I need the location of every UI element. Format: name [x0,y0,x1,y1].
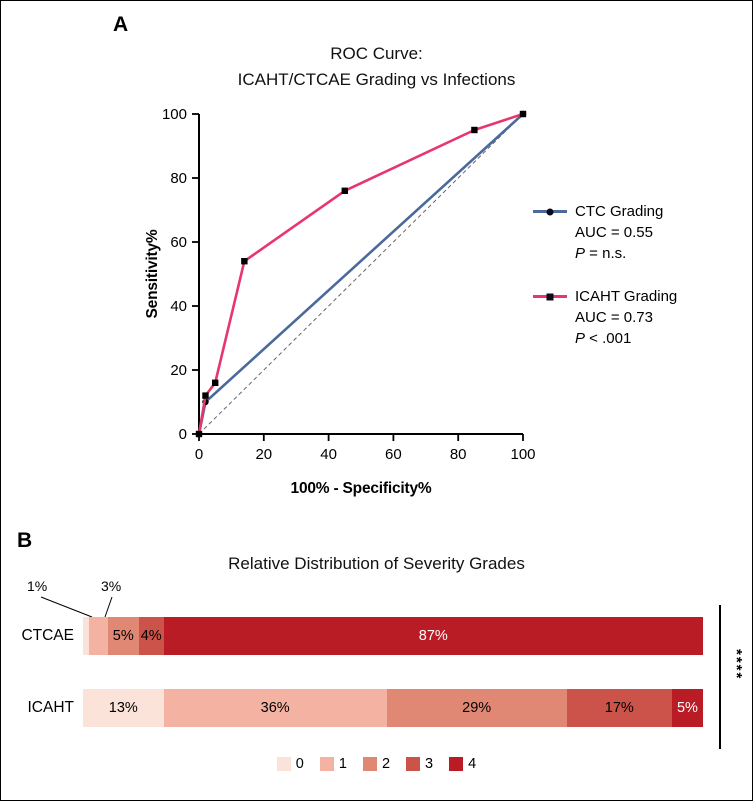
stacked-bars: CTCAE 5% 4% 87% ICAHT 13% 36% 29% 17% 5% [1,617,752,761]
square-marker-icon [471,126,478,134]
ctc-auc-value: AUC = 0.55 [575,224,653,241]
x-tick-label: 80 [450,446,467,463]
grade-legend-item-2: 2 [362,756,391,772]
x-tick-label: 100 [510,446,535,463]
icaht-auc-value: AUC = 0.73 [575,309,653,326]
ctc-p-rest: = n.s. [585,245,627,262]
y-tick-label: 100 [162,106,187,123]
bar-segment-grade-1 [89,617,108,655]
grade-legend-label: 1 [338,756,347,772]
x-tick-label: 60 [385,446,402,463]
bar-row-ctcae: CTCAE 5% 4% 87% [1,617,752,655]
ctcae-grade1-outside-label: 3% [101,578,122,594]
roc-chart-title: ROC Curve: ICAHT/CTCAE Grading vs Infect… [1,41,752,92]
bar-segment-grade-4: 5% [671,689,703,727]
bar-chart-title: Relative Distribution of Severity Grades [228,554,525,573]
grade-legend-item-3: 3 [406,756,433,772]
roc-legend: CTC Grading AUC = 0.55 P = n.s. ICAHT Gr… [533,201,677,371]
bar-segment-grade-4: 87% [163,617,703,655]
icaht-line-sample [533,293,567,300]
ctcae-grade0-outside-label: 1% [27,578,48,594]
square-marker-icon [241,258,248,265]
grade-3-swatch-icon [406,757,421,771]
grade-legend-item-1: 1 [319,756,347,772]
grade-legend-label: 3 [425,756,434,772]
grade-legend-label: 2 [381,756,391,772]
bar-segment-grade-0 [83,617,90,655]
leader-lines [40,596,113,618]
grade-legend: 0 1 2 3 4 [1,756,752,772]
bar-segment-grade-2: 29% [386,689,567,727]
grade-legend-item-0: 0 [276,756,304,772]
grade-legend-label: 4 [468,756,477,772]
ctc-series-name: CTC Grading [575,203,664,220]
roc-title-line2: ICAHT/CTCAE Grading vs Infections [237,69,516,89]
icaht-series-name: ICAHT Grading [575,288,678,305]
x-tick-label: 0 [195,446,203,463]
y-tick-label: 80 [170,170,187,187]
y-axis-label: Sensitivity% [144,229,161,318]
bar-track: 13% 36% 29% 17% 5% [83,689,703,727]
roc-plot: 0 20 40 60 80 100 0 20 40 60 80 100 Sensitivity% 10… [144,106,536,497]
x-axis-label: 100% - Specificity% [291,480,432,497]
square-marker-icon [212,379,219,386]
significance-stars: **** [728,649,745,681]
panel-a-label: A [113,13,129,36]
grade-legend-item-4: 4 [449,756,476,772]
leader-line-3pct [104,596,113,618]
ctc-p-value: P = n.s. [575,243,677,264]
square-marker-icon [519,110,527,118]
grade-4-swatch-icon [449,757,464,771]
bar-segment-grade-0: 13% [83,689,164,727]
icaht-square-marker-icon [546,293,554,300]
ctc-circle-marker-icon [546,208,554,215]
bar-track: 5% 4% 87% [83,617,703,655]
significance-line [719,605,721,749]
bar-segment-grade-1: 36% [163,689,387,727]
y-tick-label: 0 [179,426,187,443]
grade-legend-label: 0 [295,756,304,772]
square-marker-icon [195,430,203,438]
y-tick-label: 40 [170,298,187,315]
icaht-p-value: P < .001 [575,328,677,349]
legend-entry-icaht: ICAHT Grading AUC = 0.73 P < .001 [533,286,677,349]
bar-row-icaht: ICAHT 13% 36% 29% 17% 5% [1,689,752,727]
icaht-p-rest: < .001 [585,330,632,347]
leader-line-1pct [40,596,93,618]
bar-segment-grade-3: 4% [138,617,164,655]
grade-0-swatch-icon [276,757,291,771]
bar-segment-grade-2: 5% [107,617,139,655]
ctc-p-symbol: P [575,245,586,262]
bar-row-label: CTCAE [21,627,74,644]
bar-segment-grade-3: 17% [566,689,672,727]
y-tick-label: 60 [170,234,187,251]
square-marker-icon [341,187,348,194]
legend-entry-ctc: CTC Grading AUC = 0.55 P = n.s. [533,201,677,264]
bar-row-label: ICAHT [27,699,75,716]
icaht-p-symbol: P [575,330,586,347]
panel-b-label: B [17,529,33,552]
diagonal-reference-line [198,113,524,435]
grade-2-swatch-icon [362,757,377,771]
square-marker-icon [202,392,209,399]
roc-title-line1: ROC Curve: [330,44,423,63]
x-tick-label: 40 [320,446,337,463]
ctc-line-sample [533,208,567,215]
x-tick-label: 20 [255,446,272,463]
grade-1-swatch-icon [319,757,334,771]
y-tick-label: 20 [170,362,187,379]
